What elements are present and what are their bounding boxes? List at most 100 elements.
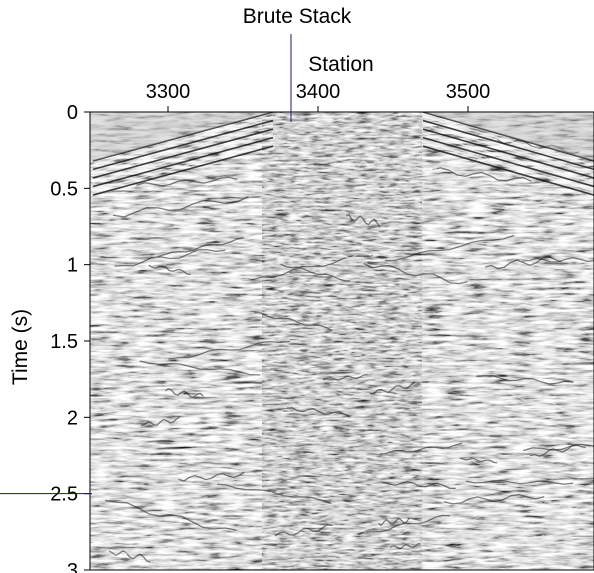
reflector-event	[379, 442, 463, 455]
reflector-event	[112, 195, 249, 218]
reflector-event	[322, 374, 368, 381]
reflector-event	[178, 471, 245, 482]
first-break-right	[422, 119, 594, 171]
reflector-event	[523, 503, 580, 516]
seismic-noise-center	[262, 112, 422, 570]
reflector-event	[289, 387, 380, 399]
reflector-event	[389, 542, 422, 550]
reflector-event	[336, 249, 398, 259]
reflector-event	[269, 514, 345, 524]
reflector-event	[523, 443, 594, 452]
reflector-event	[329, 161, 438, 172]
reflector-event	[286, 407, 351, 418]
reflector-event	[513, 402, 594, 413]
mute-zone-right	[423, 112, 594, 161]
x-tick-label: 3300	[146, 81, 191, 103]
reflector-event	[148, 331, 261, 341]
reflector-event	[94, 406, 168, 424]
reflector-event	[121, 548, 180, 554]
first-break-left	[92, 112, 274, 162]
reflector-event	[432, 304, 486, 316]
reflector-event	[443, 493, 545, 505]
first-break-left	[92, 119, 274, 171]
first-break-right	[422, 128, 594, 179]
reflector-event	[363, 262, 468, 285]
x-axis-label: Station	[308, 53, 373, 76]
reflector-event	[345, 213, 381, 228]
y-tick-label: 2	[67, 407, 78, 429]
reflector-event	[92, 495, 208, 503]
reflector-layer	[92, 115, 594, 567]
reflector-event	[305, 115, 397, 139]
seismic-image	[90, 112, 594, 570]
first-break-left	[92, 115, 274, 166]
reflector-event	[384, 234, 515, 262]
first-break-right	[422, 115, 594, 166]
reflector-event	[254, 312, 333, 331]
reflector-event	[399, 508, 509, 535]
reflector-event	[522, 257, 594, 263]
reflector-event	[190, 350, 263, 366]
reflector-event	[108, 528, 208, 539]
reflector-event	[139, 360, 261, 376]
reflector-event	[168, 340, 291, 360]
reflector-event	[148, 264, 191, 275]
reflector-event	[485, 255, 562, 270]
y-tick-label: 1	[67, 255, 78, 277]
first-break-right	[422, 132, 594, 183]
first-break-left	[92, 124, 274, 175]
mute-zone-left	[90, 112, 273, 161]
chart-title: Brute Stack	[243, 5, 352, 28]
first-break-left	[92, 128, 274, 179]
first-break-left	[92, 145, 274, 196]
reflector-event	[157, 236, 244, 258]
reflector-event	[432, 167, 532, 182]
reflector-event	[505, 196, 557, 210]
reflector-event	[141, 416, 181, 426]
reflector-event	[427, 449, 492, 465]
y-tick-label: 0.5	[50, 178, 78, 200]
reflector-event	[539, 500, 581, 511]
reflector-event	[274, 523, 333, 537]
reflector-event	[499, 553, 594, 567]
reflector-event	[166, 491, 273, 508]
first-break-right	[422, 124, 594, 175]
reflector-event	[494, 391, 591, 412]
first-break-right	[422, 141, 594, 192]
reflector-event	[378, 517, 410, 527]
y-axis-label: Time (s)	[9, 309, 32, 385]
first-break-left	[92, 132, 274, 183]
reflector-event	[250, 529, 367, 558]
reflector-event	[251, 255, 373, 281]
x-axis: 3300 3400 3500	[146, 81, 491, 112]
y-tick-label: 2.5	[50, 484, 78, 506]
first-break-right	[422, 136, 594, 188]
reflector-event	[382, 480, 456, 490]
x-tick-label: 3400	[296, 81, 341, 103]
reflector-event	[108, 325, 162, 332]
reflector-event	[476, 374, 574, 385]
reflector-event	[206, 182, 327, 201]
y-tick-label: 3	[67, 560, 78, 573]
reflector-event	[479, 534, 545, 541]
first-break-layer	[90, 112, 594, 196]
x-tick-label: 3500	[446, 81, 491, 103]
reflector-event	[216, 483, 332, 504]
reflector-event	[369, 381, 416, 395]
y-tick-label: 1.5	[50, 331, 78, 353]
first-break-left	[92, 136, 274, 188]
reflector-event	[465, 479, 574, 485]
first-break-right	[422, 112, 594, 162]
first-break-left	[92, 141, 274, 192]
reflector-event	[459, 457, 498, 464]
first-break-right	[422, 145, 594, 196]
reflector-event	[165, 387, 204, 398]
reflector-event	[233, 528, 274, 537]
reflector-event	[397, 313, 503, 338]
reflector-event	[108, 550, 151, 563]
reflector-event	[351, 158, 387, 169]
reflector-event	[136, 176, 238, 187]
y-tick-label: 0	[67, 102, 78, 124]
reflector-event	[280, 263, 351, 282]
